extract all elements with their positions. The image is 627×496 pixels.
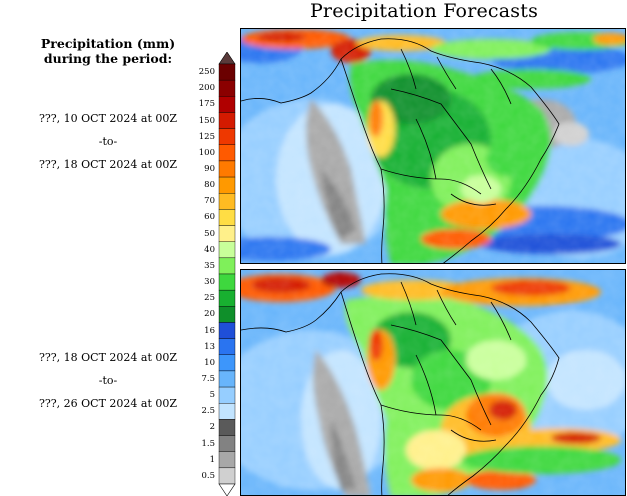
period-2: ???, 18 OCT 2024 at 00Z -to- ???, 26 OCT…: [38, 346, 178, 415]
legend-units: Precipitation (mm) during the period:: [38, 36, 178, 66]
colorbar-top-arrow: [218, 52, 236, 65]
colorbar-swatch: [218, 451, 236, 469]
colorbar-swatch: [218, 354, 236, 372]
colorbar-swatch: [218, 96, 236, 113]
colorbar-swatch: [218, 322, 236, 339]
units-line-2: during the period:: [43, 51, 173, 66]
colorbar-tick-label: 50: [204, 228, 215, 239]
colorbar-swatch: [218, 209, 236, 226]
period-1-start: ???, 10 OCT 2024 at 00Z: [38, 112, 178, 125]
colorbar-tick-label: 2.5: [201, 406, 215, 417]
colorbar-swatch: [218, 419, 236, 436]
period-2-sep: -to-: [98, 374, 118, 387]
forecast-map-1: [240, 28, 626, 264]
colorbar-swatch: [218, 79, 236, 97]
colorbar-swatch: [218, 63, 236, 81]
colorbar-swatch: [218, 386, 236, 404]
period-1-sep: -to-: [98, 135, 118, 148]
colorbar-swatch: [218, 435, 236, 452]
units-line-1: Precipitation (mm): [40, 36, 176, 51]
colorbar-tick-label: 250: [198, 67, 215, 78]
colorbar-swatch: [218, 273, 236, 291]
colorbar-tick-label: 100: [198, 147, 215, 158]
colorbar-tick-label: 80: [204, 180, 215, 191]
colorbar-swatch: [218, 403, 236, 420]
precip-map-1-graphic: [241, 29, 625, 263]
colorbar-tick-label: 1.5: [201, 438, 215, 449]
colorbar-tick-label: 16: [204, 325, 215, 336]
page-title: Precipitation Forecasts: [309, 0, 539, 22]
forecast-map-2: [240, 269, 626, 496]
colorbar-swatch: [218, 306, 236, 323]
colorbar-tick-label: 7.5: [201, 374, 215, 384]
colorbar-tick-label: 125: [198, 131, 215, 142]
period-2-start: ???, 18 OCT 2024 at 00Z: [38, 351, 178, 364]
colorbar-tick-label: 10: [204, 357, 215, 368]
period-1-end: ???, 18 OCT 2024 at 00Z: [38, 158, 178, 171]
colorbar-tick-label: 175: [198, 99, 215, 110]
colorbar-swatch: [218, 370, 236, 388]
colorbar-tick-label: 2: [209, 422, 215, 433]
colorbar-tick-label: 5: [209, 390, 215, 401]
colorbar-tick-label: 40: [204, 244, 215, 255]
colorbar-tick-label: 150: [198, 115, 215, 126]
colorbar-swatch: [218, 144, 236, 162]
colorbar-tick-label: 30: [204, 277, 215, 288]
colorbar-swatch: [218, 241, 236, 259]
colorbar-swatch: [218, 289, 236, 307]
colorbar-tick-label: 35: [204, 260, 215, 271]
colorbar-tick-label: 70: [204, 196, 215, 207]
colorbar-tick-label: 90: [204, 164, 215, 174]
colorbar-tick-label: 25: [204, 293, 215, 304]
colorbar-tick-label: 1: [209, 454, 215, 465]
colorbar-swatch: [218, 128, 236, 145]
colorbar-swatch: [218, 338, 236, 355]
colorbar-swatch: [218, 160, 236, 178]
colorbar-bottom-arrow: [218, 483, 236, 496]
colorbar-tick-label: 20: [204, 309, 215, 320]
colorbar-tick-label: 0.5: [201, 470, 215, 481]
colorbar-swatch: [218, 112, 236, 129]
colorbar-swatch: [218, 257, 236, 275]
period-1: ???, 10 OCT 2024 at 00Z -to- ???, 18 OCT…: [38, 107, 178, 176]
precip-map-2-graphic: [241, 270, 625, 495]
color-legend-bar: [218, 52, 236, 496]
colorbar-swatch: [218, 193, 236, 210]
colorbar-tick-label: 13: [204, 341, 215, 352]
colorbar-swatch: [218, 467, 236, 485]
period-2-end: ???, 26 OCT 2024 at 00Z: [38, 397, 178, 410]
colorbar-swatch: [218, 176, 236, 194]
colorbar-swatch: [218, 225, 236, 242]
colorbar-tick-label: 200: [198, 83, 215, 94]
colorbar-tick-label: 60: [204, 212, 215, 223]
